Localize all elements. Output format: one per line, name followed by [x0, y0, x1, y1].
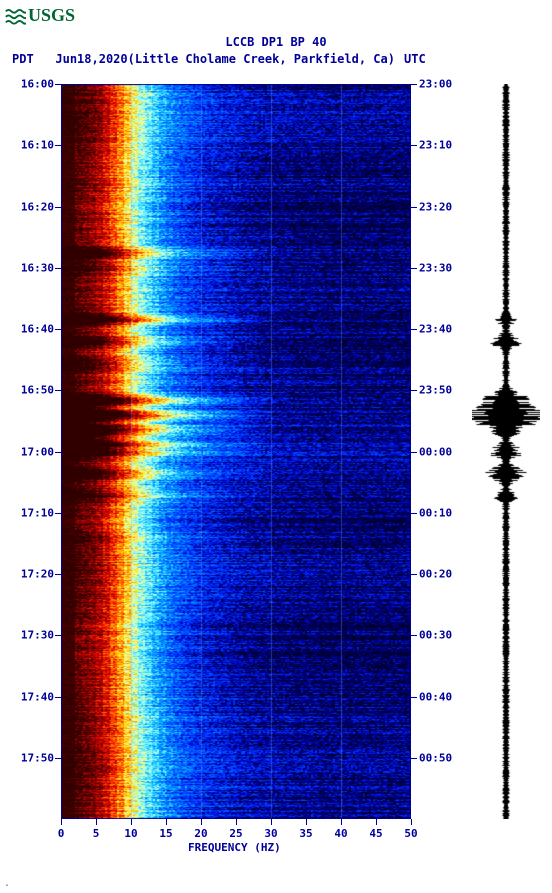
y-tick-right: 00:10 [419, 506, 452, 519]
logo-text: USGS [28, 5, 75, 26]
x-tick: 35 [299, 827, 312, 840]
footer-mark: . [4, 878, 10, 889]
y-tick-left: 16:20 [6, 200, 54, 213]
y-tick-left: 17:40 [6, 690, 54, 703]
chart-subtitle: PDT Jun18,2020(Little Cholame Creek, Par… [12, 52, 395, 66]
date: Jun18,2020 [55, 52, 127, 66]
y-tick-right: 00:40 [419, 690, 452, 703]
y-tick-left: 16:00 [6, 78, 54, 91]
y-tick-right: 23:50 [419, 384, 452, 397]
y-tick-right: 23:00 [419, 78, 452, 91]
y-tick-left: 17:30 [6, 629, 54, 642]
y-tick-left: 17:00 [6, 445, 54, 458]
waveform-plot [472, 84, 540, 819]
y-tick-right: 23:20 [419, 200, 452, 213]
x-tick: 10 [124, 827, 137, 840]
y-tick-left: 16:10 [6, 139, 54, 152]
x-tick: 40 [334, 827, 347, 840]
tz-right: UTC [404, 52, 426, 66]
x-tick: 5 [93, 827, 100, 840]
x-tick: 50 [404, 827, 417, 840]
y-tick-right: 00:20 [419, 568, 452, 581]
usgs-logo: USGS [4, 4, 75, 26]
y-tick-left: 16:50 [6, 384, 54, 397]
x-tick: 0 [58, 827, 65, 840]
x-tick: 30 [264, 827, 277, 840]
waveform-canvas [472, 84, 540, 819]
x-tick: 25 [229, 827, 242, 840]
station: (Little Cholame Creek, Parkfield, Ca) [128, 52, 395, 66]
x-tick: 45 [369, 827, 382, 840]
y-tick-right: 00:50 [419, 751, 452, 764]
y-tick-right: 23:30 [419, 261, 452, 274]
y-tick-left: 16:30 [6, 261, 54, 274]
y-tick-left: 17:10 [6, 506, 54, 519]
y-tick-right: 00:30 [419, 629, 452, 642]
y-tick-right: 23:10 [419, 139, 452, 152]
y-tick-left: 17:50 [6, 751, 54, 764]
wave-icon [4, 4, 26, 26]
spectrogram-canvas [61, 84, 411, 819]
x-axis-label: FREQUENCY (HZ) [188, 841, 281, 854]
y-tick-left: 17:20 [6, 568, 54, 581]
spectrogram-plot [61, 84, 411, 819]
tz-left: PDT [12, 52, 34, 66]
y-tick-right: 23:40 [419, 323, 452, 336]
y-tick-left: 16:40 [6, 323, 54, 336]
chart-title: LCCB DP1 BP 40 [0, 35, 552, 49]
y-tick-right: 00:00 [419, 445, 452, 458]
x-tick: 15 [159, 827, 172, 840]
x-tick: 20 [194, 827, 207, 840]
